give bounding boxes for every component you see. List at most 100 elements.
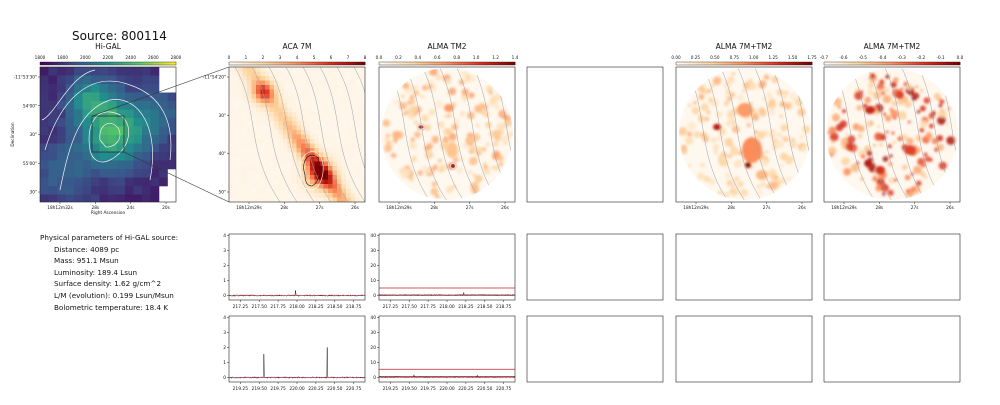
noise-blob <box>409 177 414 182</box>
aca-pixel <box>274 134 279 140</box>
noise-blob <box>734 176 740 182</box>
aca-pixel <box>359 98 365 104</box>
higal-pixel <box>91 194 100 202</box>
aca-pixel <box>242 139 248 144</box>
aca-pixel <box>292 184 297 189</box>
colorbar-segment <box>128 62 133 65</box>
noise-blob <box>437 166 445 173</box>
source-blobs <box>713 103 768 180</box>
y-tick-label: 50" <box>219 190 226 196</box>
aca-pixel <box>274 170 279 176</box>
aca-pixel <box>287 85 293 90</box>
noise-blob <box>413 119 419 125</box>
aca-pixel <box>328 103 333 108</box>
aca-pixel <box>359 179 365 185</box>
aca-pixel <box>332 134 338 140</box>
aca-pixel <box>256 76 261 81</box>
aca-pixel <box>359 197 365 202</box>
aca-pixel <box>359 125 365 131</box>
aca-pixel <box>346 107 351 113</box>
noise-blob <box>916 180 922 187</box>
colorbar-tick-label: 1.4 <box>512 55 519 60</box>
aca-pixel <box>247 175 252 180</box>
higal-pixel <box>91 152 100 161</box>
aca-pixel <box>260 148 266 153</box>
noise-blob <box>508 131 513 137</box>
colorbar-segment <box>402 62 407 65</box>
higal-pixel <box>133 186 143 195</box>
higal-pixel <box>99 67 109 76</box>
noise-blob <box>446 128 453 135</box>
aca-pixel <box>319 130 324 135</box>
aca-pixel <box>346 130 351 135</box>
map-body-aca7m <box>229 67 365 202</box>
colorbar-segment <box>297 62 301 65</box>
colorbar-segment <box>696 62 701 65</box>
aca-pixel <box>319 179 324 185</box>
aca-pixel <box>337 184 342 189</box>
colorbar-segment <box>939 62 944 65</box>
noise-blob <box>789 92 798 101</box>
x-tick-label: 219.25 <box>233 386 249 392</box>
aca-pixel <box>256 139 261 144</box>
aca-pixel <box>319 116 324 122</box>
aca-pixel <box>337 71 342 77</box>
higal-pixel <box>116 75 126 85</box>
colorbar-segment <box>723 62 728 65</box>
colorbar-segment <box>266 62 271 65</box>
aca-pixel <box>229 134 234 140</box>
higal-pixel <box>48 75 58 85</box>
aca-pixel <box>296 134 302 140</box>
aca-pixel <box>359 121 365 126</box>
noise-blob <box>923 152 928 157</box>
param-distance: Distance: 4089 pc <box>54 244 120 254</box>
higal-pixel <box>48 143 58 153</box>
aca-pixel <box>256 125 261 131</box>
colorbar-segment <box>125 62 129 65</box>
aca-pixel <box>283 175 288 180</box>
aca-pixel <box>283 76 288 81</box>
aca-pixel <box>346 85 351 90</box>
aca-pixel <box>238 76 243 81</box>
aca-pixel <box>355 76 360 81</box>
aca-pixel <box>292 188 297 194</box>
noise-blob <box>928 123 934 129</box>
noise-blob <box>422 84 428 91</box>
colorbar-segment <box>314 62 318 65</box>
aca-pixel <box>328 161 333 167</box>
aca-pixel <box>301 143 306 149</box>
higal-pixel <box>108 67 117 76</box>
noise-blob <box>842 109 846 114</box>
aca-pixel <box>314 67 320 72</box>
aca-pixel <box>319 103 324 108</box>
noise-blob <box>467 169 473 175</box>
aca-pixel <box>350 143 356 149</box>
aca-pixel <box>274 94 279 99</box>
colorbar-segment <box>246 62 250 65</box>
aca-pixel <box>310 125 315 131</box>
higal-pixel <box>150 84 160 93</box>
y-tick-label: 40 <box>370 315 376 321</box>
aca-pixel <box>341 107 347 113</box>
aca-pixel <box>355 85 360 90</box>
aca-pixel <box>269 193 275 198</box>
aca-pixel <box>233 184 239 189</box>
noise-blob <box>891 100 898 107</box>
higal-pixel <box>108 152 117 161</box>
noise-blob <box>731 72 735 76</box>
noise-blob <box>946 122 950 126</box>
higal-pixel <box>108 109 117 119</box>
source-blob <box>466 137 474 143</box>
aca-pixel <box>278 193 284 198</box>
colorbar-segment <box>706 62 711 65</box>
colorbar-segment <box>956 62 961 65</box>
y-tick-label: 10 <box>370 278 376 284</box>
colorbar-tick-label: 0.4 <box>415 55 422 60</box>
aca-pixel <box>364 112 365 117</box>
empty-spectrum-frame <box>675 233 813 301</box>
aca-pixel <box>283 134 288 140</box>
aca-pixel <box>355 125 360 131</box>
aca-pixel <box>287 193 293 198</box>
aca-pixel <box>269 80 275 86</box>
noise-blob <box>420 94 425 99</box>
